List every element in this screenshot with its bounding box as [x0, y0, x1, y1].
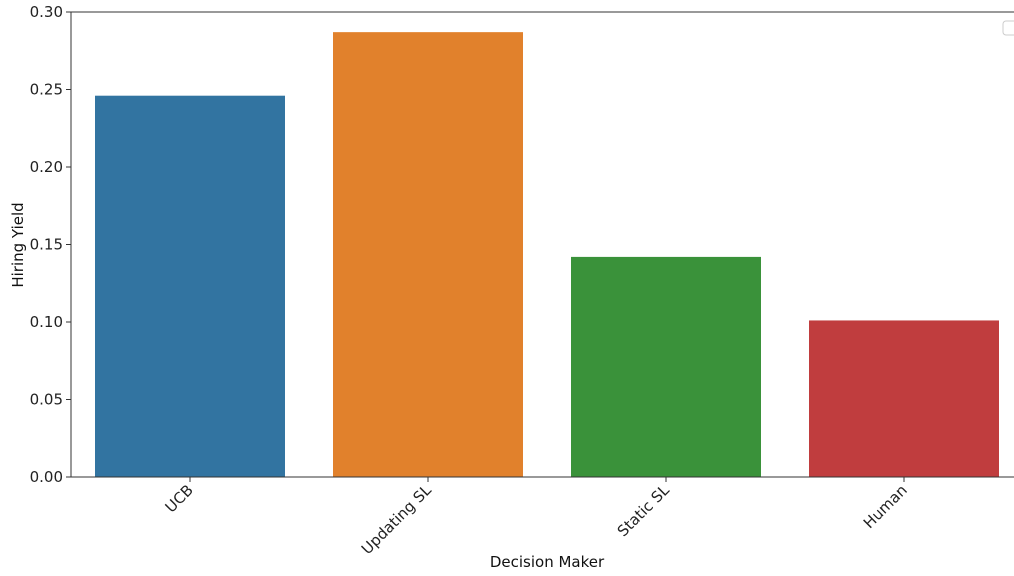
x-axis-ticks: UCB Updating SL Static SL Human — [162, 477, 911, 558]
y-tick-label: 0.00 — [30, 468, 63, 486]
bar-human — [809, 320, 999, 477]
y-tick-label: 0.05 — [30, 391, 63, 409]
x-tick-label: Static SL — [614, 481, 674, 541]
y-axis-ticks: 0.00 0.05 0.10 0.15 0.20 0.25 0.30 — [30, 3, 71, 486]
x-tick-label: UCB — [162, 481, 197, 516]
bar-ucb — [95, 95, 285, 477]
bar-static-sl — [571, 256, 761, 477]
y-tick-label: 0.15 — [30, 236, 63, 254]
y-tick-label: 0.30 — [30, 3, 63, 21]
y-tick-label: 0.25 — [30, 81, 63, 99]
x-axis-title: Decision Maker — [490, 553, 605, 571]
y-tick-label: 0.20 — [30, 158, 63, 176]
y-tick-label: 0.10 — [30, 313, 63, 331]
legend-box — [1002, 20, 1014, 36]
x-tick-label: Updating SL — [358, 481, 435, 558]
x-tick-label: Human — [860, 481, 911, 532]
y-axis-title: Hiring Yield — [9, 202, 27, 287]
bar-updating-sl — [333, 32, 523, 478]
bars-group — [95, 32, 999, 478]
